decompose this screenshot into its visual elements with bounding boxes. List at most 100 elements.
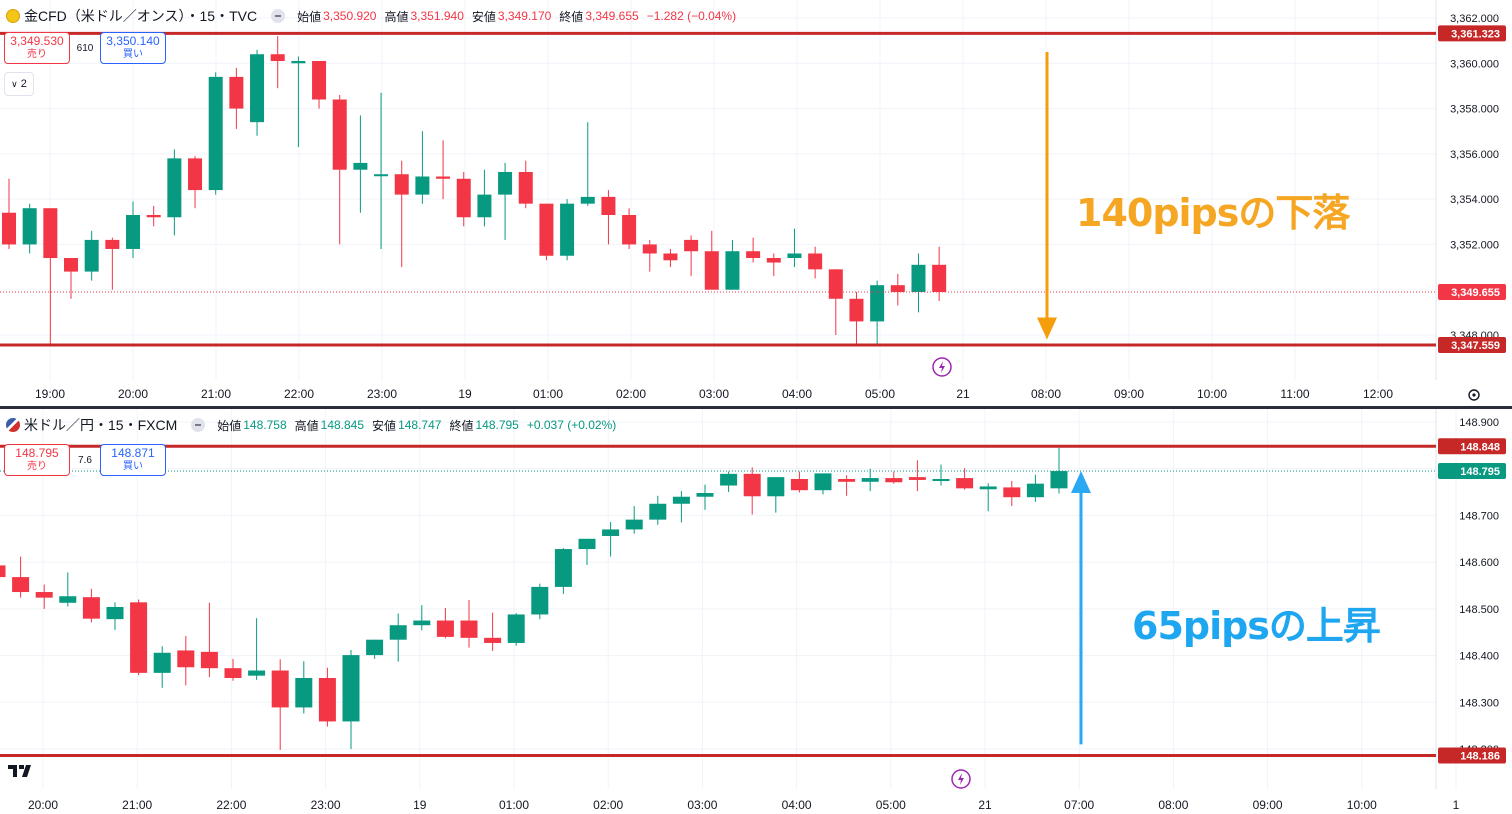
candle-body-down xyxy=(177,650,195,668)
collapse-legend-icon[interactable] xyxy=(191,418,206,432)
time-axis-label: 02:00 xyxy=(593,798,623,812)
collapse-legend-icon[interactable] xyxy=(271,9,286,23)
candle-body-down xyxy=(35,592,53,598)
last-price-marker: 148.795 xyxy=(1460,466,1500,478)
candle-body-up xyxy=(725,251,740,290)
usdjpy-buy-button[interactable]: 148.871 買い xyxy=(100,444,166,476)
candle-body-up xyxy=(167,158,182,218)
level-bottom-price-marker-bg xyxy=(1438,336,1506,353)
candle-body-down xyxy=(0,565,6,578)
time-axis-label: 23:00 xyxy=(311,798,341,812)
usdjpy-chart-pane[interactable]: 20:00 21:00 22:00 23:00 19 01:00 02:00 03:00 04:… xyxy=(0,409,1512,814)
gold-low-value: 3,349.170 xyxy=(497,9,552,23)
time-axis-label: 19 xyxy=(458,387,472,401)
candle-body-down xyxy=(318,677,336,722)
gold-drop-annotation: 140pipsの下落 xyxy=(1076,191,1350,235)
price-axis-label: 148.500 xyxy=(1459,604,1499,616)
level-bottom-price-marker-bg xyxy=(1438,747,1506,764)
price-axis-label: 148.400 xyxy=(1459,651,1499,663)
usdjpy-buy-price: 148.871 xyxy=(111,446,155,460)
candle-body-up xyxy=(979,486,997,490)
candle-body-up xyxy=(1026,483,1044,498)
lightning-bolt-glyph xyxy=(958,773,964,785)
time-axis-label: 04:00 xyxy=(782,387,812,401)
candle-body-up xyxy=(84,239,99,272)
time-axis-label: 20:00 xyxy=(118,387,148,401)
pane-separator[interactable] xyxy=(0,406,1512,409)
candle-body-down xyxy=(456,178,471,218)
usdjpy-close-value: 148.795 xyxy=(475,418,519,432)
candle-body-up xyxy=(415,176,430,195)
candle-body-up xyxy=(672,496,690,504)
candle-body-down xyxy=(622,214,637,245)
usdjpy-sell-price: 148.795 xyxy=(15,446,59,460)
candle-body-down xyxy=(82,597,100,619)
chevron-down-icon: ∨ xyxy=(11,78,18,89)
candle-body-down xyxy=(746,251,761,259)
candle-body-down xyxy=(229,76,244,109)
candle-body-down xyxy=(885,478,903,483)
time-axis-label: 01:00 xyxy=(533,387,563,401)
candle-body-up xyxy=(208,76,223,191)
price-axis-label: 3,352.000 xyxy=(1450,239,1499,251)
usdjpy-change-value: +0.037 (+0.02%) xyxy=(526,418,617,432)
last-price-marker-bg xyxy=(1438,283,1506,300)
candle-body-up xyxy=(353,162,368,170)
candle-body-down xyxy=(601,196,616,215)
candle-body-down xyxy=(539,203,554,256)
gold-chart-pane[interactable]: 19:00 20:00 21:00 22:00 23:00 19 01:00 02:00 03:… xyxy=(0,0,1512,407)
candle-body-down xyxy=(2,212,16,245)
candle-body-up xyxy=(861,478,879,482)
time-axis-label: 21:00 xyxy=(201,387,231,401)
time-axis-label: 04:00 xyxy=(782,798,812,812)
candle-body-up xyxy=(578,538,596,550)
candle-body-down xyxy=(436,176,451,179)
price-axis-label: 3,358.000 xyxy=(1450,104,1499,116)
price-axis-label: 148.600 xyxy=(1459,557,1499,569)
gold-change-value: −1.282 (−0.04%) xyxy=(646,9,737,23)
indicators-collapse-button[interactable]: ∨ 2 xyxy=(4,72,34,96)
gold-symbol-title[interactable]: 金CFD（米ドル／オンス）・15・TVC xyxy=(24,8,258,24)
gold-sell-button[interactable]: 3,349.530 売り xyxy=(4,32,70,64)
candle-body-down xyxy=(908,477,926,480)
candle-body-up xyxy=(554,549,572,587)
annotation-arrow-head xyxy=(1037,317,1057,340)
candle-body-down xyxy=(200,651,218,669)
tradingview-logo-icon[interactable] xyxy=(8,763,40,779)
candle-body-down xyxy=(484,637,502,643)
candle-body-down xyxy=(518,171,533,204)
candle-body-down xyxy=(932,264,947,292)
time-axis-label: 02:00 xyxy=(616,387,646,401)
time-axis-label: 07:00 xyxy=(1064,798,1094,812)
time-axis-label: 09:00 xyxy=(1114,387,1144,401)
price-axis-label: 3,356.000 xyxy=(1450,149,1499,161)
usdjpy-symbol-title[interactable]: 米ドル／円・15・FXCM xyxy=(24,417,178,433)
candle-body-down xyxy=(332,99,347,170)
candle-body-down xyxy=(146,214,161,218)
time-axis-label: 10:00 xyxy=(1197,387,1227,401)
time-axis-label: 03:00 xyxy=(699,387,729,401)
gold-buy-button[interactable]: 3,350.140 買い xyxy=(100,32,166,64)
gold-buy-label: 買い xyxy=(123,49,143,60)
time-axis-label: 08:00 xyxy=(1031,387,1061,401)
candle-body-up xyxy=(602,529,620,536)
price-axis-label: 3,360.000 xyxy=(1450,58,1499,70)
candle-body-down xyxy=(663,253,678,261)
lightning-bolt-glyph xyxy=(939,361,945,373)
price-axis-label: 148.700 xyxy=(1459,510,1499,522)
candle-body-up xyxy=(814,473,832,491)
price-axis-label: 3,362.000 xyxy=(1450,13,1499,25)
time-axis-label: 1 xyxy=(1453,798,1460,812)
usdjpy-sell-button[interactable]: 148.795 売り xyxy=(4,444,70,476)
time-axis-label: 10:00 xyxy=(1347,798,1377,812)
candle-body-up xyxy=(374,174,389,177)
candle-body-down xyxy=(224,668,242,678)
candle-body-down xyxy=(790,478,808,491)
candle-body-up xyxy=(295,677,313,708)
level-top-price-marker-bg xyxy=(1438,25,1506,42)
candle-body-down xyxy=(828,269,843,299)
usdjpy-chart-canvas[interactable]: 20:00 21:00 22:00 23:00 19 01:00 02:00 03:00 04:… xyxy=(0,409,1512,814)
gold-chart-canvas[interactable]: 19:00 20:00 21:00 22:00 23:00 19 01:00 02:00 03:… xyxy=(0,0,1512,407)
us-jp-flag-icon xyxy=(6,418,20,432)
usdjpy-spread: 7.6 xyxy=(78,454,92,466)
